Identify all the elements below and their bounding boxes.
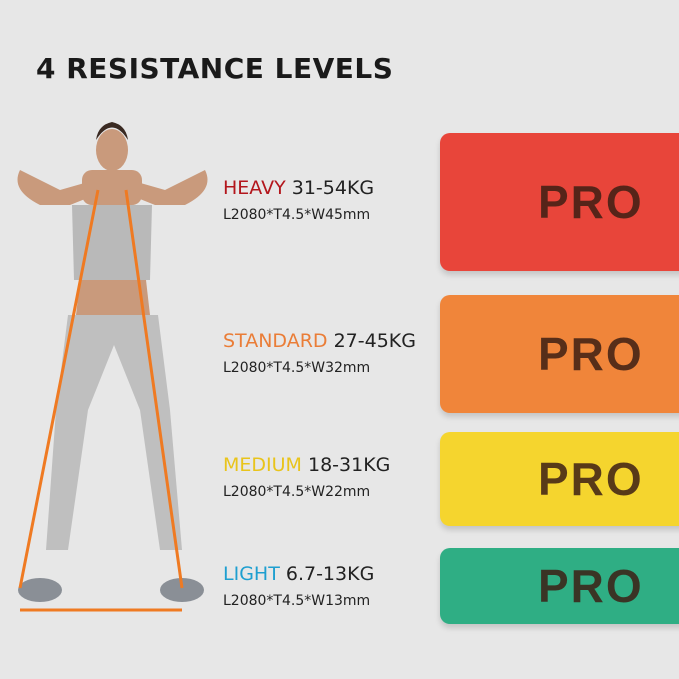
band-logo: PRO xyxy=(538,453,644,505)
level-range: 27-45KG xyxy=(333,330,416,352)
band-standard: PRO xyxy=(440,295,679,413)
woman-exercising-figure xyxy=(17,122,208,612)
level-dimensions: L2080*T4.5*W13mm xyxy=(223,593,371,609)
level-name: STANDARD xyxy=(223,330,328,352)
level-range: 18-31KG xyxy=(307,454,391,476)
level-light: LIGHT 6.7-13KG L2080*T4.5*W13mm xyxy=(223,563,374,609)
band-logo: PRO xyxy=(538,176,644,228)
level-standard: STANDARD 27-45KG L2080*T4.5*W32mm xyxy=(223,330,416,376)
level-medium: MEDIUM 18-31KG L2080*T4.5*W22mm xyxy=(223,454,390,500)
page-title: 4 RESISTANCE LEVELS xyxy=(36,52,394,85)
level-name: LIGHT xyxy=(223,563,280,585)
level-name: MEDIUM xyxy=(223,454,302,476)
level-range: 31-54KG xyxy=(291,177,375,199)
band-logo: PRO xyxy=(538,560,644,612)
level-dimensions: L2080*T4.5*W22mm xyxy=(223,484,371,500)
level-heavy: HEAVY 31-54KG L2080*T4.5*W45mm xyxy=(223,177,374,223)
band-heavy: PRO xyxy=(440,133,679,271)
band-light: PRO xyxy=(440,548,679,624)
level-dimensions: L2080*T4.5*W32mm xyxy=(223,360,371,376)
level-range: 6.7-13KG xyxy=(285,563,375,585)
band-logo: PRO xyxy=(538,328,644,380)
band-medium: PRO xyxy=(440,432,679,526)
level-name: HEAVY xyxy=(223,177,286,199)
level-dimensions: L2080*T4.5*W45mm xyxy=(223,207,371,223)
